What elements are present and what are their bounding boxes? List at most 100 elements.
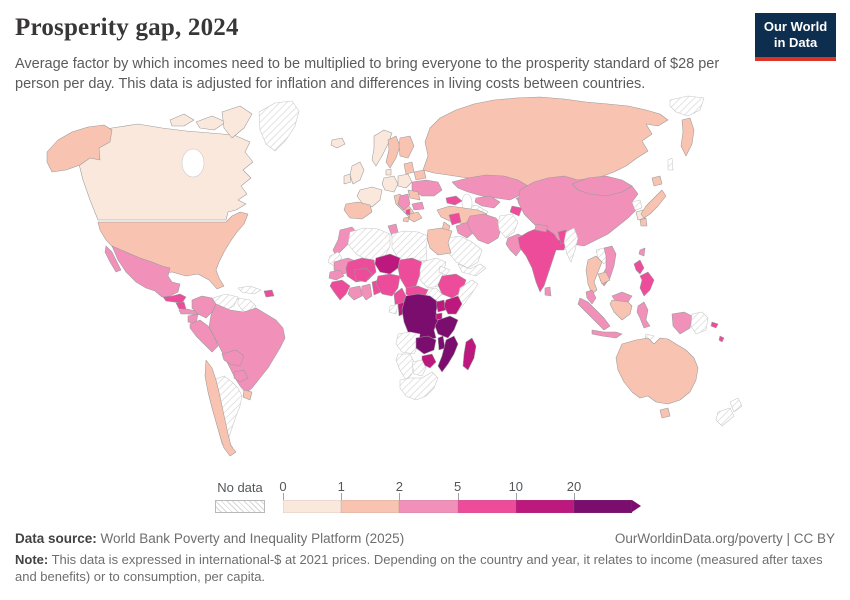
country-sweden[interactable]	[386, 136, 400, 168]
country-albania[interactable]	[406, 209, 410, 215]
country-greenland[interactable]	[259, 101, 299, 151]
legend-bin-swatch[interactable]	[341, 500, 400, 513]
country-brazil[interactable]	[209, 304, 285, 393]
country-nepal[interactable]	[535, 224, 548, 232]
country-baja-california[interactable]	[105, 246, 121, 272]
country-senegal[interactable]	[329, 270, 344, 280]
country-uzbekistan[interactable]	[475, 196, 500, 208]
country-russia[interactable]	[423, 97, 668, 187]
country-cambodia[interactable]	[598, 272, 610, 284]
country-madagascar[interactable]	[463, 338, 476, 370]
country-belarus[interactable]	[414, 170, 426, 180]
country-kenya[interactable]	[444, 296, 462, 314]
country-egypt[interactable]	[427, 228, 452, 255]
country-alaska[interactable]	[47, 125, 112, 172]
country-chile[interactable]	[205, 360, 236, 456]
country-botswana[interactable]	[412, 360, 426, 376]
country-myanmar[interactable]	[564, 228, 578, 262]
country-chad[interactable]	[398, 258, 422, 288]
country-canada[interactable]	[78, 124, 253, 220]
country-bulgaria[interactable]	[412, 202, 424, 210]
country-ivory-coast[interactable]	[348, 286, 362, 300]
country-arctic-island-2[interactable]	[196, 116, 226, 130]
country-iberia[interactable]	[344, 202, 372, 219]
country-iceland[interactable]	[331, 138, 345, 148]
country-kalimantan[interactable]	[610, 300, 632, 320]
country-united-kingdom[interactable]	[350, 162, 364, 184]
country-afghanistan[interactable]	[498, 214, 518, 238]
country-ghana[interactable]	[361, 284, 372, 300]
country-malaysia-peninsula[interactable]	[586, 290, 596, 304]
country-iran[interactable]	[467, 214, 502, 244]
country-mexico[interactable]	[112, 246, 180, 297]
country-japan-hokkaido[interactable]	[652, 176, 662, 186]
country-chukotka[interactable]	[670, 96, 704, 116]
country-nigeria[interactable]	[376, 274, 400, 296]
country-eritrea[interactable]	[439, 266, 450, 275]
country-bolivia[interactable]	[222, 350, 244, 366]
country-poland[interactable]	[398, 174, 412, 188]
country-gabon[interactable]	[389, 304, 398, 314]
legend-bin-swatch[interactable]	[457, 500, 516, 513]
country-uruguay[interactable]	[243, 390, 252, 400]
owid-logo[interactable]: Our World in Data	[755, 13, 836, 61]
country-tanzania[interactable]	[435, 316, 458, 338]
country-guatemala-honduras[interactable]	[163, 294, 186, 303]
country-arctic-island-1[interactable]	[170, 114, 194, 126]
country-germany-central-europe[interactable]	[382, 176, 398, 192]
country-syria[interactable]	[449, 213, 461, 225]
country-north-korea[interactable]	[632, 200, 642, 210]
country-kamchatka[interactable]	[681, 118, 694, 156]
country-arctic-island-3[interactable]	[222, 106, 252, 138]
country-thailand[interactable]	[586, 256, 602, 294]
country-mozambique[interactable]	[438, 336, 458, 372]
country-burkina-faso[interactable]	[354, 268, 372, 282]
country-colombia[interactable]	[192, 296, 216, 318]
country-france[interactable]	[357, 187, 382, 207]
country-zambia[interactable]	[416, 336, 436, 354]
country-vanuatu-fiji[interactable]	[719, 336, 724, 342]
legend-color-bar[interactable]: 0 1 2 5 10 20	[279, 479, 642, 513]
country-caucasus[interactable]	[446, 196, 462, 205]
country-niger[interactable]	[375, 254, 400, 274]
legend-no-data-swatch[interactable]	[215, 500, 265, 513]
country-angola[interactable]	[396, 332, 420, 354]
country-mongolia[interactable]	[572, 176, 632, 196]
legend-bin-swatch[interactable]	[399, 500, 458, 513]
country-japan-honshu[interactable]	[641, 190, 666, 218]
country-sri-lanka[interactable]	[545, 287, 551, 296]
country-papua-new-guinea[interactable]	[691, 312, 708, 334]
citation-link[interactable]: OurWorldinData.org/poverty | CC BY	[614, 531, 835, 546]
country-democratic-republic-of-congo[interactable]	[402, 294, 438, 340]
country-romania[interactable]	[408, 190, 420, 200]
country-algeria[interactable]	[348, 228, 390, 262]
country-guinea-sierra-leone-liberia[interactable]	[330, 280, 350, 300]
country-philippines-mindanao[interactable]	[640, 272, 654, 296]
country-sicily[interactable]	[403, 217, 409, 222]
country-cuba[interactable]	[238, 286, 261, 294]
country-south-africa[interactable]	[400, 372, 438, 400]
country-norway[interactable]	[372, 130, 392, 166]
country-balkans[interactable]	[398, 194, 410, 210]
country-peru[interactable]	[190, 320, 218, 352]
country-sulawesi[interactable]	[637, 302, 650, 328]
country-sakhalin[interactable]	[668, 158, 673, 170]
country-nicaragua[interactable]	[176, 302, 186, 309]
country-cameroon[interactable]	[394, 288, 406, 306]
legend-bin-swatch[interactable]	[573, 500, 633, 513]
country-australia[interactable]	[616, 338, 698, 404]
legend-bin-swatch[interactable]	[515, 500, 574, 513]
legend-bin-swatch[interactable]	[283, 500, 342, 513]
country-ireland[interactable]	[344, 174, 351, 184]
country-tasmania[interactable]	[660, 408, 670, 418]
country-solomon-islands[interactable]	[711, 322, 718, 328]
country-hispaniola[interactable]	[264, 290, 274, 297]
country-paraguay[interactable]	[234, 370, 248, 382]
country-west-papua[interactable]	[672, 312, 692, 334]
country-namibia[interactable]	[396, 354, 414, 380]
country-java[interactable]	[592, 330, 622, 338]
country-denmark[interactable]	[386, 169, 391, 175]
country-new-zealand-north[interactable]	[730, 398, 742, 412]
country-sumatra[interactable]	[578, 298, 610, 330]
